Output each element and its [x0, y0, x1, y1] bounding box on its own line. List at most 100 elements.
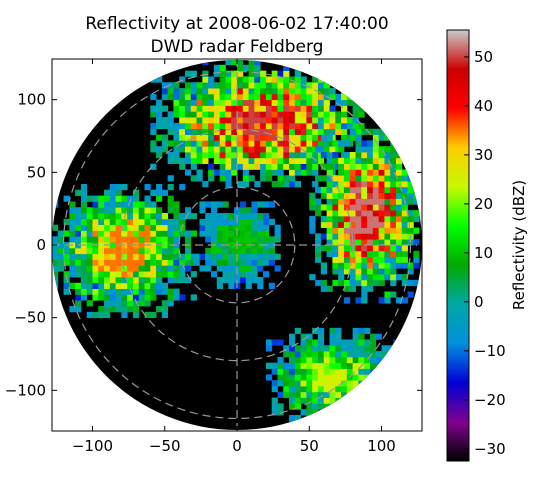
echo-cell: [349, 198, 356, 205]
echo-cell: [245, 253, 252, 260]
echo-cell: [150, 236, 157, 243]
echo-cell: [263, 247, 270, 255]
echo-cell: [341, 362, 348, 369]
echo-cell: [355, 227, 362, 234]
colorbar-tick-label: 20: [474, 195, 493, 213]
echo-cell: [69, 236, 76, 243]
echo-cell: [219, 152, 226, 159]
echo-cell: [372, 279, 380, 287]
echo-cell: [367, 163, 374, 170]
echo-cell: [138, 213, 145, 220]
echo-cell: [367, 250, 374, 258]
echo-cell: [245, 276, 252, 284]
echo-cell: [231, 76, 238, 83]
echo-cell: [378, 215, 385, 223]
echo-cell: [263, 230, 270, 237]
echo-cell: [289, 356, 296, 364]
echo-cell: [57, 253, 64, 260]
echo-cell: [92, 271, 99, 278]
echo-cell: [75, 189, 82, 196]
echo-cell: [254, 93, 261, 101]
echo-cell: [312, 169, 319, 176]
echo-cell: [219, 88, 226, 95]
echo-cell: [161, 306, 169, 313]
echo-cell: [361, 256, 368, 263]
echo-cell: [283, 93, 290, 101]
echo-cell: [254, 105, 261, 112]
echo-cell: [407, 198, 414, 205]
echo-cell: [378, 262, 385, 269]
echo-cell: [283, 146, 290, 153]
echo-cell: [300, 385, 307, 393]
echo-cell: [86, 253, 93, 260]
echo-cell: [196, 111, 203, 118]
echo-cell: [372, 250, 380, 258]
echo-cell: [179, 183, 186, 191]
echo-cell: [265, 82, 273, 89]
echo-cell: [300, 333, 307, 340]
echo-cell: [349, 210, 356, 217]
echo-cell: [237, 76, 244, 83]
echo-cell: [306, 385, 313, 393]
echo-cell: [372, 210, 380, 217]
echo-cell: [343, 140, 351, 147]
echo-cell: [268, 218, 275, 226]
echo-cell: [150, 259, 157, 266]
echo-cell: [161, 300, 169, 307]
echo-cell: [202, 88, 209, 95]
echo-cell: [326, 233, 333, 240]
echo-cell: [312, 128, 319, 135]
echo-cell: [144, 201, 151, 208]
echo-cell: [326, 186, 333, 194]
echo-cell: [251, 247, 258, 255]
echo-cell: [248, 117, 255, 124]
echo-cell: [265, 117, 273, 124]
echo-cell: [237, 163, 244, 170]
echo-cell: [260, 152, 267, 159]
echo-cell: [231, 88, 238, 95]
echo-cell: [300, 93, 307, 101]
echo-cell: [378, 128, 385, 135]
echo-cell: [245, 224, 252, 231]
echo-cell: [355, 181, 362, 188]
echo-cell: [335, 117, 342, 124]
echo-cell: [332, 279, 339, 287]
echo-cell: [144, 236, 151, 243]
echo-cell: [202, 117, 209, 124]
echo-cell: [341, 105, 348, 112]
echo-cell: [323, 362, 330, 369]
echo-cell: [294, 345, 301, 352]
echo-cell: [257, 253, 264, 260]
echo-cell: [190, 146, 197, 153]
echo-cell: [361, 163, 368, 170]
echo-cell: [231, 105, 238, 112]
echo-cell: [193, 253, 200, 260]
echo-cell: [98, 242, 105, 249]
echo-cell: [349, 279, 356, 287]
echo-cell: [265, 163, 273, 170]
echo-cell: [239, 247, 247, 255]
echo-cell: [315, 146, 322, 153]
echo-cell: [289, 333, 296, 340]
echo-cell: [225, 60, 232, 66]
echo-cell: [210, 224, 218, 231]
echo-cell: [277, 362, 284, 369]
echo-cell: [320, 268, 328, 275]
echo-cell: [306, 111, 313, 118]
echo-cell: [289, 157, 296, 165]
echo-cell: [390, 215, 397, 223]
echo-cell: [326, 192, 333, 199]
echo-cell: [401, 245, 408, 252]
echo-cell: [260, 157, 267, 165]
echo-cell: [317, 351, 325, 358]
echo-cell: [329, 380, 336, 387]
echo-cell: [294, 146, 301, 153]
echo-cell: [338, 245, 345, 252]
echo-cell: [317, 356, 325, 364]
echo-cell: [219, 111, 226, 118]
echo-cell: [364, 368, 371, 375]
echo-cell: [98, 282, 105, 289]
echo-cell: [248, 152, 255, 159]
y-tick-label: −100: [5, 381, 46, 399]
echo-cell: [367, 221, 374, 228]
